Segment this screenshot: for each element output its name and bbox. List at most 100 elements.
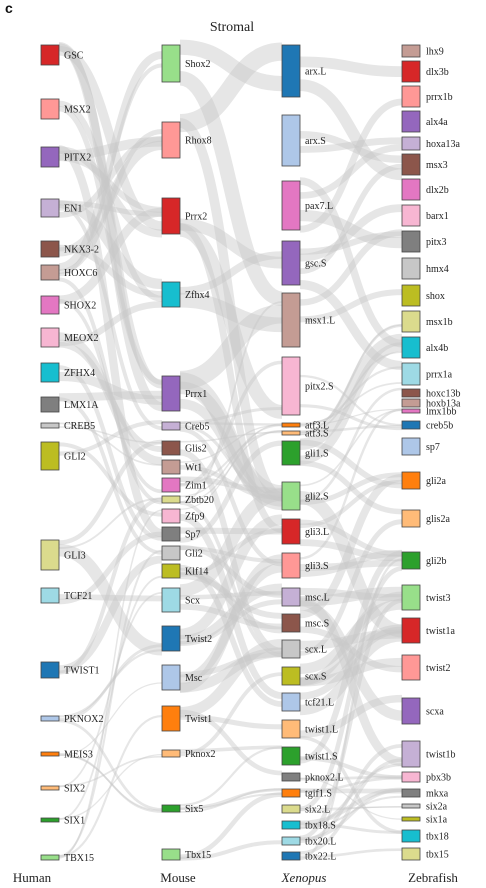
link-twist1-to-scx-l bbox=[179, 639, 283, 718]
node-bar-glis2a bbox=[401, 509, 421, 528]
node-bar-glis2 bbox=[161, 440, 181, 456]
node-bar-shox bbox=[401, 284, 421, 307]
node-scxa: scxa bbox=[401, 697, 444, 725]
node-bar-gli2b bbox=[401, 551, 421, 570]
node-bar-twist2 bbox=[161, 625, 181, 652]
node-label-six1a: six1a bbox=[426, 815, 448, 826]
node-tbx15: TBX15 bbox=[40, 853, 94, 864]
node-twist3: twist3 bbox=[401, 584, 450, 611]
column-label-mouse: Mouse bbox=[160, 870, 196, 885]
panel-letter: c bbox=[5, 0, 13, 16]
link-en1-to-rhox8 bbox=[58, 135, 163, 218]
node-barx1: barx1 bbox=[401, 204, 449, 227]
node-bar-pitx2-s bbox=[281, 356, 301, 416]
link-creb5-to-pitx2-s bbox=[179, 407, 283, 425]
node-label-rhox8: Rhox8 bbox=[185, 136, 212, 147]
node-arx-l: arx.L bbox=[281, 44, 326, 98]
node-bar-lhx9 bbox=[401, 44, 421, 58]
node-twist1-s: twist1.S bbox=[281, 746, 338, 766]
node-bar-arx-l bbox=[281, 44, 301, 98]
link-gli1-s-to-glis2a bbox=[299, 460, 403, 515]
node-msx3: msx3 bbox=[401, 153, 448, 176]
node-label-lmx1bb: lmx1bb bbox=[426, 407, 457, 418]
node-bar-creb5 bbox=[40, 422, 60, 429]
link-en1-to-zfhx4 bbox=[58, 200, 163, 290]
link-tbx18-s-to-tbx18 bbox=[299, 822, 403, 834]
node-bar-pknox2-l bbox=[281, 772, 301, 782]
link-tbx15-to-tbx20-l bbox=[179, 840, 283, 861]
node-label-atf3-s: atf3.S bbox=[305, 429, 329, 440]
node-label-gsc: GSC bbox=[64, 51, 84, 62]
node-bar-lmx1a bbox=[40, 396, 60, 413]
link-msc-s-to-gli2a bbox=[299, 473, 403, 619]
node-label-creb5: Creb5 bbox=[185, 422, 209, 433]
link-gsc-to-prrx2 bbox=[58, 45, 163, 231]
node-lmx1a: LMX1A bbox=[40, 396, 99, 413]
link-pitx2-to-rhox8 bbox=[58, 136, 163, 161]
node-bar-hmx4 bbox=[401, 257, 421, 280]
node-label-twist3: twist3 bbox=[426, 593, 450, 604]
node-label-tbx18-s: tbx18.S bbox=[305, 821, 336, 832]
link-tbx18-s-to-mkxa bbox=[299, 787, 403, 825]
link-prrx2-to-gsc-s bbox=[179, 218, 283, 269]
link-msx1-l-to-shox bbox=[299, 289, 403, 323]
node-label-six2a: six2a bbox=[426, 802, 448, 813]
node-label-sp7: Sp7 bbox=[185, 530, 201, 541]
node-bar-gsc-s bbox=[281, 240, 301, 286]
link-six2-to-scx bbox=[58, 591, 163, 788]
link-msc-to-scx-l bbox=[179, 651, 283, 678]
node-bar-prrx1b bbox=[401, 85, 421, 108]
node-gli3: GLI3 bbox=[40, 539, 86, 571]
link-gli3-to-zbtb20 bbox=[58, 497, 163, 549]
node-meis3: MEIS3 bbox=[40, 750, 93, 761]
node-label-scx-l: scx.L bbox=[305, 645, 327, 656]
node-label-hoxa13a: hoxa13a bbox=[426, 139, 460, 150]
node-gsc: GSC bbox=[40, 44, 84, 66]
node-bar-shox2 bbox=[161, 44, 181, 83]
link-scx-l-to-twist1a bbox=[299, 629, 403, 650]
link-sp7-to-gli3-l bbox=[179, 527, 283, 535]
link-gli3-s-to-lmx1bb bbox=[299, 408, 403, 560]
node-label-gli3-l: gli3.L bbox=[305, 527, 329, 538]
node-label-barx1: barx1 bbox=[426, 211, 449, 222]
node-bar-hoxa13a bbox=[401, 136, 421, 151]
node-label-tbx22-l: tbx22.L bbox=[305, 852, 336, 863]
link-six5-to-tgif1-s bbox=[179, 788, 283, 813]
node-bar-gli2 bbox=[161, 545, 181, 561]
node-bar-klf14 bbox=[161, 563, 181, 579]
node-label-twist1-s: twist1.S bbox=[305, 752, 338, 763]
link-klf14-to-tcf21-l bbox=[179, 564, 283, 707]
link-zbtb20-to-atf3-s bbox=[179, 430, 283, 504]
node-gsc-s: gsc.S bbox=[281, 240, 326, 286]
link-tcf21-to-scx bbox=[58, 594, 163, 602]
node-label-arx-l: arx.L bbox=[305, 67, 326, 78]
link-pknox2-to-twist2 bbox=[58, 649, 163, 718]
node-bar-msc bbox=[161, 664, 181, 691]
node-label-alx4a: alx4a bbox=[426, 117, 448, 128]
node-twist1: Twist1 bbox=[161, 705, 212, 732]
link-twist1-l-to-tbx18 bbox=[299, 735, 403, 834]
link-atf3-s-to-msx1b bbox=[299, 324, 403, 436]
link-gsc-s-to-msx3 bbox=[299, 163, 403, 274]
node-label-twist1: Twist1 bbox=[185, 714, 212, 725]
node-msx1b: msx1b bbox=[401, 310, 453, 333]
node-label-nkx3-2: NKX3-2 bbox=[64, 245, 99, 256]
node-hoxa13a: hoxa13a bbox=[401, 136, 460, 151]
node-bar-gli3-l bbox=[281, 518, 301, 545]
link-atf3-l-to-prrx1a bbox=[299, 382, 403, 425]
node-lmx1bb: lmx1bb bbox=[401, 407, 457, 418]
link-tbx22-l-to-gli2b bbox=[299, 558, 403, 861]
node-label-gli1-s: gli1.S bbox=[305, 449, 329, 460]
node-nkx3-2: NKX3-2 bbox=[40, 240, 99, 258]
link-scx-s-to-twist3 bbox=[299, 599, 403, 674]
node-label-gli2: Gli2 bbox=[185, 549, 203, 560]
link-scx-to-msc-l bbox=[179, 590, 283, 600]
link-gli3-to-twist2 bbox=[58, 543, 163, 656]
node-label-tcf21-l: tcf21.L bbox=[305, 698, 334, 709]
node-zfhx4: ZFHX4 bbox=[40, 362, 95, 383]
node-bar-msx3 bbox=[401, 153, 421, 176]
link-gli2-to-zfp9 bbox=[58, 442, 163, 517]
link-klf14-to-msc-s bbox=[179, 567, 283, 634]
node-en1: EN1 bbox=[40, 198, 82, 218]
node-label-zfhx4: Zfhx4 bbox=[185, 290, 209, 301]
